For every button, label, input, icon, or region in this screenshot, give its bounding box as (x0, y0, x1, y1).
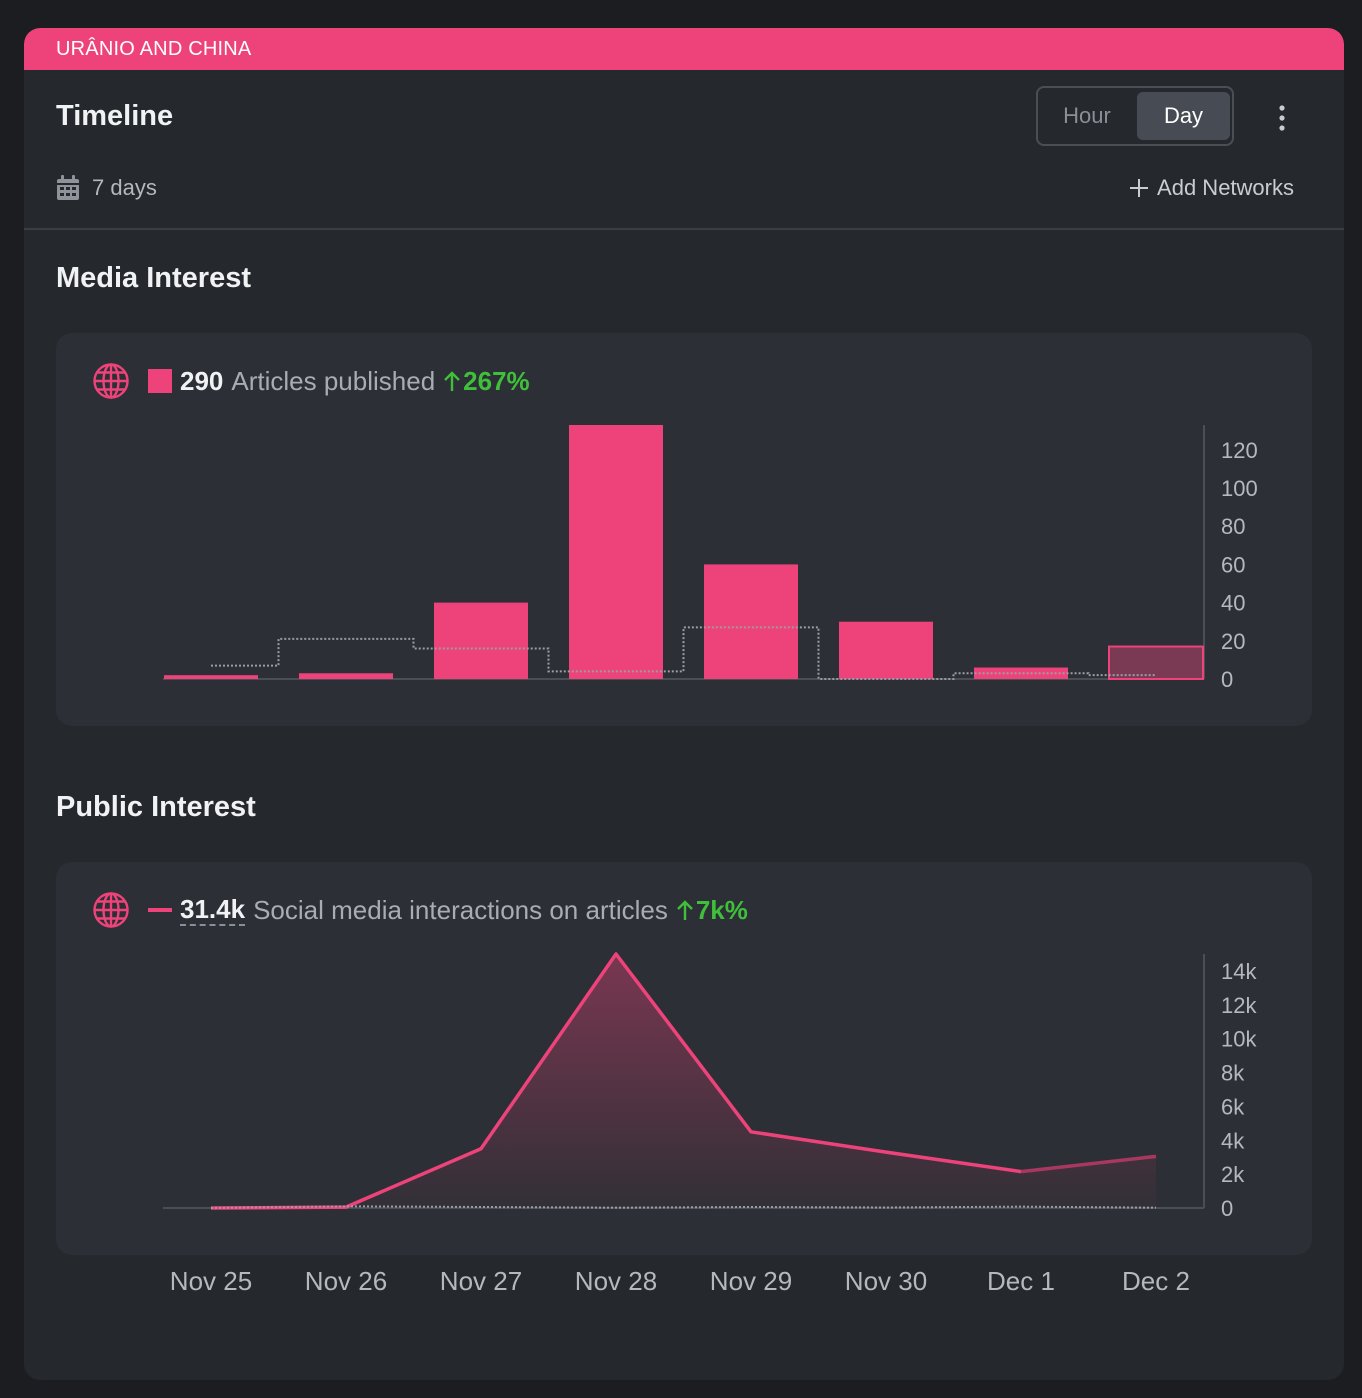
public-legend: 31.4k Social media interactions on artic… (92, 892, 748, 928)
interactions-change-value: 7k% (695, 894, 748, 925)
interactions-area (211, 954, 1156, 1208)
x-tick-label: Dec 1 (987, 1266, 1055, 1296)
bar-nov-25 (164, 675, 258, 679)
bar-dec-1 (974, 667, 1068, 679)
media-interest-title: Media Interest (56, 262, 251, 294)
add-networks-label: Add Networks (1157, 175, 1294, 200)
y-tick-label: 4k (1221, 1128, 1245, 1153)
interactions-change: 7k% (676, 895, 748, 926)
previous-period-line (211, 626, 1156, 680)
toggle-hour-button[interactable]: Hour (1063, 103, 1111, 128)
globe-icon (93, 363, 129, 399)
articles-change-value: 267% (463, 365, 530, 396)
more-options-icon[interactable] (1270, 104, 1294, 132)
y-tick-label: 2k (1221, 1162, 1245, 1187)
x-tick-label: Nov 30 (845, 1266, 927, 1296)
bar-nov-28 (569, 425, 663, 679)
divider (24, 228, 1344, 230)
y-tick-label: 8k (1221, 1061, 1245, 1086)
y-tick-label: 12k (1221, 993, 1257, 1018)
calendar-icon (57, 175, 79, 200)
bar-nov-30 (839, 621, 933, 679)
granularity-toggle: Hour Day (1036, 86, 1234, 146)
y-tick-label: 10k (1221, 1027, 1257, 1052)
media-legend: 290 Articles published 267% (92, 363, 530, 399)
arrow-up-icon (444, 371, 461, 391)
timeline-card: URÂNIO AND CHINA Timeline Hour Day 7 day… (24, 28, 1344, 1380)
y-tick-label: 80 (1221, 514, 1245, 539)
interactions-swatch (148, 908, 172, 912)
y-tick-label: 0 (1221, 667, 1233, 692)
x-tick-label: Nov 27 (440, 1266, 522, 1296)
y-tick-label: 0 (1221, 1196, 1233, 1221)
arrow-up-icon (676, 900, 693, 920)
page-title: Timeline (56, 100, 174, 132)
y-tick-label: 120 (1221, 438, 1258, 463)
y-tick-label: 100 (1221, 476, 1258, 501)
bar-dec-2 (1108, 645, 1204, 681)
date-range-selector[interactable]: 7 days (56, 174, 157, 202)
interactions-line (210, 952, 1022, 1210)
y-tick-label: 14k (1221, 959, 1257, 984)
topic-bar: URÂNIO AND CHINA (24, 28, 1344, 70)
x-tick-label: Nov 29 (710, 1266, 792, 1296)
x-tick-label: Nov 28 (575, 1266, 657, 1296)
x-tick-label: Dec 2 (1122, 1266, 1190, 1296)
interactions-metric-label: Social media interactions on articles (253, 894, 668, 925)
public-area-chart: 0 2k 4k 6k 8k 10k 12k 14k (163, 952, 1257, 1221)
bar-nov-29 (704, 564, 798, 679)
articles-metric-label: Articles published (231, 365, 436, 396)
articles-change: 267% (443, 366, 530, 397)
public-interest-panel: 31.4k Social media interactions on artic… (56, 862, 1312, 1255)
previous-period-line (210, 1205, 1157, 1209)
media-interest-panel: 290 Articles published 267% 0 20 40 60 80 100… (56, 333, 1312, 726)
x-axis-labels: Nov 25 Nov 26 Nov 27 Nov 28 Nov 29 Nov 30 Dec … (170, 1266, 1190, 1296)
articles-total: 290 (180, 365, 224, 396)
interactions-line-partial (1020, 1154, 1157, 1174)
public-interest-title: Public Interest (56, 791, 256, 823)
y-tick-label: 6k (1221, 1094, 1245, 1119)
globe-icon (93, 892, 129, 928)
add-networks-button[interactable]: Add Networks (1129, 174, 1294, 202)
x-tick-label: Nov 25 (170, 1266, 252, 1296)
interactions-total[interactable]: 31.4k (180, 894, 246, 926)
date-range-label: 7 days (92, 175, 157, 200)
y-tick-label: 20 (1221, 629, 1245, 654)
y-tick-label: 60 (1221, 552, 1245, 577)
x-tick-label: Nov 26 (305, 1266, 387, 1296)
articles-swatch (148, 369, 172, 393)
bar-nov-27 (434, 602, 528, 679)
toggle-day-button[interactable]: Day (1137, 92, 1230, 140)
topic-title: URÂNIO AND CHINA (56, 38, 252, 60)
y-tick-label: 40 (1221, 591, 1245, 616)
plus-icon (1130, 179, 1149, 197)
media-bar-chart: 0 20 40 60 80 100 120 (163, 425, 1258, 692)
bar-nov-26 (299, 673, 393, 679)
